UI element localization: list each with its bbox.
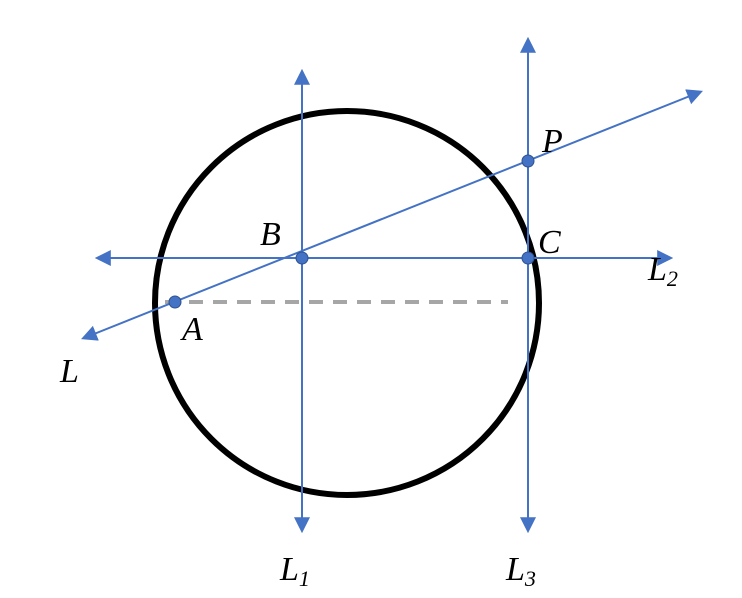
label-L3: L3 — [505, 551, 536, 591]
label-C: C — [538, 224, 561, 261]
label-L: L — [59, 353, 79, 390]
label-B: B — [260, 216, 281, 253]
point-C — [522, 252, 534, 264]
point-P — [522, 155, 534, 167]
point-A — [169, 296, 181, 308]
label-A: A — [180, 311, 203, 348]
label-L2: L2 — [647, 251, 678, 291]
point-B — [296, 252, 308, 264]
geometry-diagram: A B C P L L1 L2 L3 — [0, 0, 742, 598]
label-L1: L1 — [279, 551, 310, 591]
label-P: P — [541, 123, 563, 160]
